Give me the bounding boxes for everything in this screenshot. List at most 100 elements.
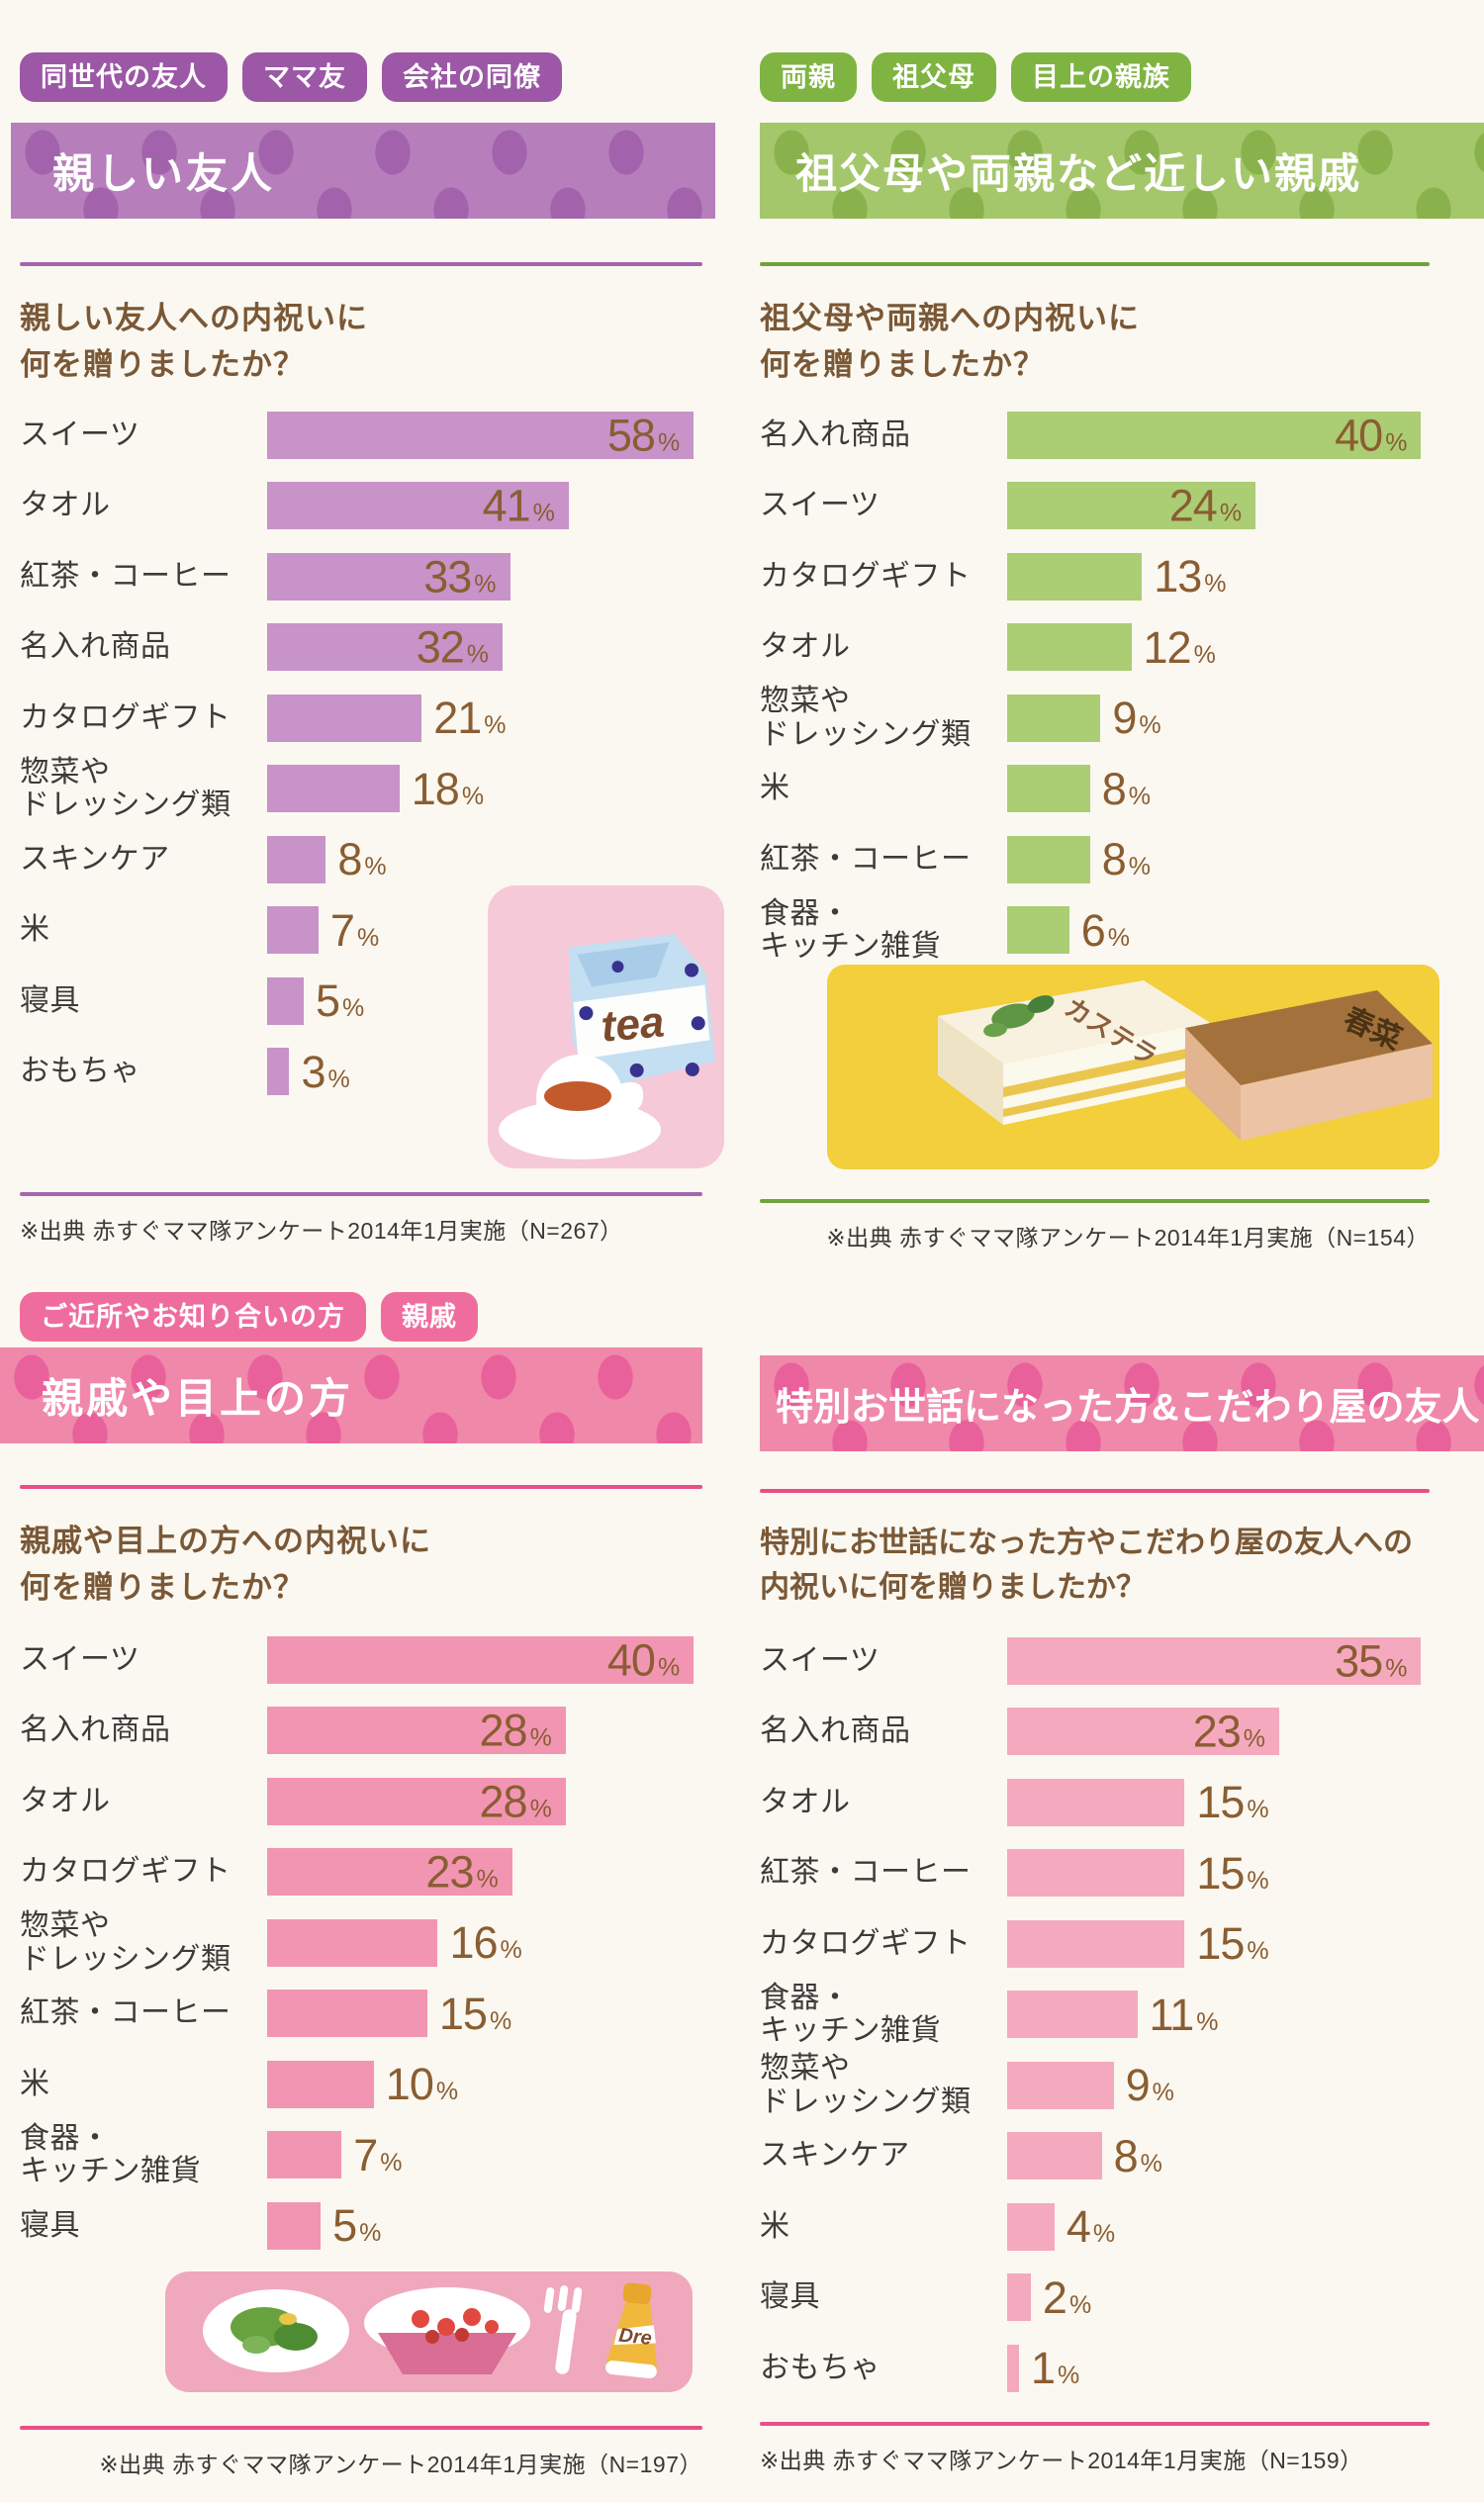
bar: 24%: [1007, 482, 1256, 530]
bar: [267, 765, 400, 813]
bar: [1007, 2202, 1055, 2251]
bar-row: 紅茶・コーヒー 15%: [760, 1838, 1430, 1909]
source-block: ※出典 赤すぐママ隊アンケート2014年1月実施（N=197）: [20, 2426, 702, 2479]
divider-line: [760, 2422, 1430, 2426]
tag-pill: 目上の親族: [1011, 52, 1191, 102]
bar-label: スイーツ: [760, 1643, 881, 1677]
bar-value: 15%: [1196, 1777, 1269, 1828]
bar-label: 食器・ キッチン雑貨: [760, 896, 941, 964]
bar-row: タオル 28%: [20, 1766, 702, 1837]
chart-question: 特別にお世話になった方やこだわり屋の友人への 内祝いに何を贈りましたか？: [760, 1527, 1413, 1604]
dressing-bottle-label: Dre: [617, 2325, 652, 2350]
bar-track: 23%: [267, 1846, 702, 1898]
bar-value: 15%: [438, 1988, 512, 2039]
bar-track: 15%: [1007, 1919, 1430, 1968]
bar-row: 寝具 2%: [760, 2263, 1430, 2334]
bar-value: 13%: [1154, 551, 1227, 602]
bar-track: 40%: [267, 1634, 702, 1686]
bar: [267, 835, 326, 883]
bar-label: 米: [20, 913, 50, 947]
bar: [1007, 694, 1101, 742]
bar-value: 8%: [1101, 834, 1151, 885]
bar-value: 15%: [1196, 1847, 1269, 1899]
bar-value: 5%: [332, 2200, 382, 2252]
bar-value: 33%: [423, 551, 497, 602]
bar-row: カタログギフト 15%: [760, 1908, 1430, 1980]
bar-track: 12%: [1007, 623, 1430, 672]
tag-pill: 祖父母: [872, 52, 996, 102]
bar-track: 8%: [1007, 2132, 1430, 2180]
bar-track: 18%: [267, 763, 702, 814]
bar-row: 紅茶・コーヒー 33%: [20, 541, 702, 612]
bar-value: 18%: [411, 763, 485, 814]
bar: [267, 1918, 438, 1967]
bar: 23%: [1007, 1706, 1279, 1757]
tag-pill: 親戚: [381, 1292, 478, 1342]
divider-line: [760, 262, 1430, 266]
bar-label: 惣菜や ドレッシング類: [760, 2052, 972, 2118]
bar-track: 11%: [1007, 1989, 1430, 2040]
bar: 41%: [267, 482, 569, 530]
bar-label: 名入れ商品: [760, 1714, 911, 1748]
tag-row: 両親 祖父母 目上の親族: [760, 52, 1430, 102]
bar-row: 食器・ キッチン雑貨 6%: [760, 895, 1430, 967]
divider-line: [20, 2426, 702, 2430]
bar-row: 米 7%: [20, 895, 702, 967]
bar: [267, 1990, 427, 2038]
source-note: ※出典 赤すぐママ隊アンケート2014年1月実施（N=159）: [760, 2448, 1363, 2473]
bar-chart: 名入れ商品 40% スイーツ 24% カタログギフト 13% タオル 12% 惣菜や ドレッシン…: [760, 400, 1430, 966]
source-note: ※出典 赤すぐママ隊アンケート2014年1月実施（N=154）: [826, 1225, 1430, 1251]
bar-value: 11%: [1149, 1989, 1219, 2040]
bar-track: 23%: [1007, 1706, 1430, 1757]
bar: [1007, 1991, 1138, 2039]
divider-line: [20, 262, 702, 266]
bar: [267, 694, 422, 742]
bar-value: 4%: [1066, 2201, 1116, 2253]
bar-track: 3%: [267, 1048, 702, 1096]
bar-row: おもちゃ 3%: [20, 1037, 702, 1108]
bar-label: スキンケア: [20, 842, 170, 876]
bar-value: 35%: [1335, 1635, 1408, 1687]
bar-label: スイーツ: [760, 489, 881, 522]
bar-label: タオル: [760, 630, 851, 664]
tag-pill: 同世代の友人: [20, 52, 228, 102]
bar-track: 16%: [267, 1918, 702, 1967]
section-banner: 特別お世話になった方&こだわり屋の友人: [760, 1355, 1484, 1451]
bar-label: スイーツ: [20, 1642, 140, 1676]
bar-value: 23%: [425, 1846, 499, 1898]
bar-label: タオル: [20, 1784, 111, 1817]
section-banner: 親戚や目上の方: [0, 1347, 702, 1443]
bar-track: 7%: [267, 904, 702, 956]
tag-pill: 両親: [760, 52, 857, 102]
bar-row: 惣菜や ドレッシング類 16%: [20, 1907, 702, 1979]
bar-track: 2%: [1007, 2271, 1430, 2323]
bar-label: 名入れ商品: [20, 1714, 171, 1747]
source-note: ※出典 赤すぐママ隊アンケート2014年1月実施（N=197）: [99, 2452, 702, 2477]
bar-row: 惣菜や ドレッシング類 9%: [760, 2050, 1430, 2121]
bar: [267, 2201, 322, 2250]
bar-label: カタログギフト: [760, 559, 972, 593]
bar-label: 寝具: [20, 983, 80, 1017]
section-close-friends: 同世代の友人 ママ友 会社の同僚 親しい友人 親しい友人への内祝いに 何を贈りました…: [11, 0, 724, 1276]
tag-pill: ご近所やお知り合いの方: [20, 1292, 366, 1342]
bar-track: 13%: [1007, 551, 1430, 602]
bar-track: 8%: [1007, 834, 1430, 885]
bar: [1007, 2344, 1019, 2392]
bar-value: 40%: [606, 1634, 681, 1686]
bar-value: 2%: [1042, 2271, 1092, 2323]
bar-value: 23%: [1192, 1706, 1265, 1757]
bar: [1007, 1919, 1185, 1968]
bar-chart: スイーツ 35% 名入れ商品 23% タオル 15% 紅茶・コーヒー 15% カタログギフト 15…: [760, 1625, 1430, 2404]
bar-label: 惣菜や ドレッシング類: [20, 1909, 232, 1976]
bar: 40%: [1007, 411, 1422, 459]
section-banner-title: 特別お世話になった方&こだわり屋の友人: [776, 1387, 1480, 1429]
bar-track: 41%: [267, 482, 702, 530]
bar-value: 7%: [329, 904, 380, 956]
bar-label: 紅茶・コーヒー: [20, 559, 232, 593]
bar-row: スイーツ 24%: [760, 471, 1430, 542]
bar-track: 4%: [1007, 2201, 1430, 2253]
bar-track: 35%: [1007, 1635, 1430, 1687]
bar-track: 33%: [267, 551, 702, 602]
bar-row: 名入れ商品 23%: [760, 1697, 1430, 1768]
